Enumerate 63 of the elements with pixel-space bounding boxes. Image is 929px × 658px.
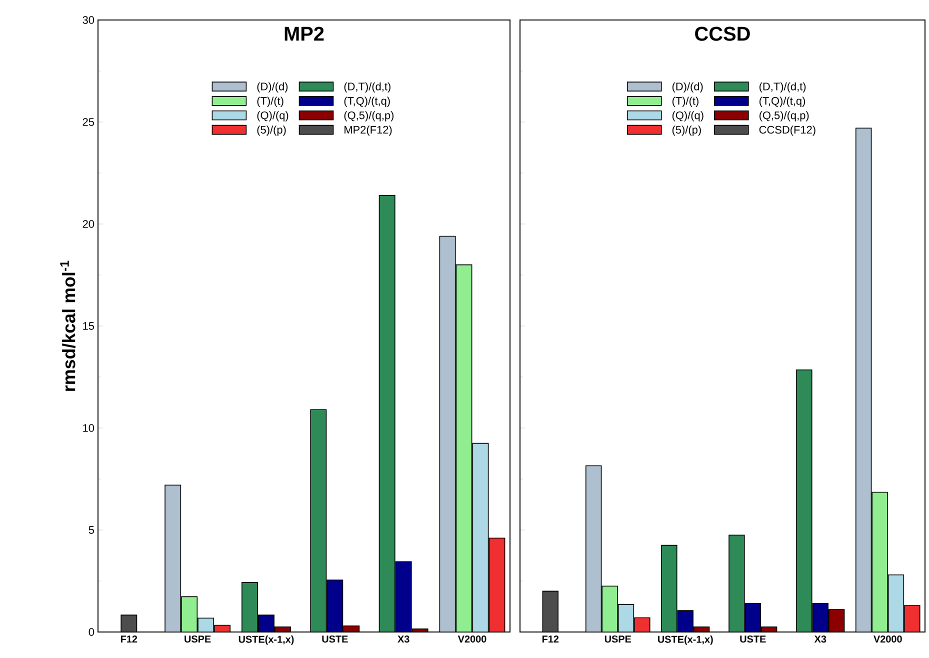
bar	[395, 561, 412, 632]
legend-label: CCSD(F12)	[759, 126, 816, 136]
bar	[439, 236, 456, 632]
x-tick-label: X3	[398, 636, 410, 643]
x-tick-label: V2000	[874, 636, 902, 643]
x-tick-label: USPE	[604, 636, 632, 643]
legend-label: (Q)/(q)	[257, 111, 288, 122]
bar	[744, 603, 761, 632]
bar	[378, 195, 396, 632]
x-tick-label: USTE(x-1,x)	[658, 636, 713, 645]
legend-label: (T)/(t)	[257, 96, 284, 107]
bar	[677, 610, 694, 632]
y-axis-title: rmsd/kcal mol$^{-1}$	[60, 260, 76, 391]
bar	[618, 604, 634, 632]
bar	[472, 442, 489, 632]
bar	[585, 465, 602, 632]
y-tick-label: 25	[82, 118, 94, 126]
bar	[456, 264, 472, 632]
bar	[828, 609, 845, 632]
x-tick-label: USPE	[184, 636, 211, 643]
x-tick-label: F12	[542, 636, 559, 642]
legend-label: (5)/(p)	[672, 126, 701, 136]
bar	[872, 492, 888, 632]
bar	[812, 603, 828, 632]
legend-label: (D,T)/(d,t)	[344, 82, 390, 93]
bar	[488, 538, 506, 632]
bar	[855, 128, 872, 632]
legend-label: (Q)/(q)	[672, 111, 704, 122]
bar	[904, 605, 920, 632]
x-tick-label: F12	[120, 636, 138, 642]
chart-title: CCSD	[695, 26, 750, 41]
y-tick-label: 30	[82, 16, 94, 24]
y-tick-label: 15	[83, 322, 94, 330]
legend-label: (Q,5)/(q,p)	[344, 111, 394, 122]
y-tick-label: 20	[82, 220, 94, 228]
bar	[602, 586, 618, 632]
y-tick-label: 5	[88, 526, 94, 534]
x-tick-label: V2000	[458, 636, 486, 643]
bar	[888, 574, 904, 632]
legend-label: (D)/(d)	[257, 82, 288, 93]
bar	[181, 596, 198, 632]
legend-label: (T,Q)/(t,q)	[344, 96, 390, 107]
x-tick-label: USTE	[740, 636, 766, 643]
bar	[310, 409, 327, 632]
bar	[326, 580, 344, 632]
legend-label: (Q,5)/(q,p)	[759, 111, 809, 122]
chart-title: MP2	[284, 26, 324, 41]
bar	[242, 582, 258, 632]
x-tick-label: X3	[814, 636, 826, 643]
bar	[164, 484, 182, 632]
x-tick-label: USTE(x-1,x)	[238, 636, 294, 645]
legend-label: (D)/(d)	[672, 82, 703, 93]
bar	[796, 369, 812, 632]
y-tick-label: 10	[83, 424, 94, 432]
legend-label: (T)/(t)	[672, 96, 698, 107]
bar	[728, 534, 745, 632]
x-tick-label: USTE	[322, 636, 348, 643]
legend-label: (5)/(p)	[257, 126, 286, 136]
legend-label: MP2(F12)	[344, 126, 392, 136]
legend-label: (D,T)/(d,t)	[759, 82, 806, 93]
bar	[661, 544, 678, 632]
legend-label: (T,Q)/(t,q)	[759, 96, 806, 107]
y-tick-label: 0	[88, 628, 94, 636]
